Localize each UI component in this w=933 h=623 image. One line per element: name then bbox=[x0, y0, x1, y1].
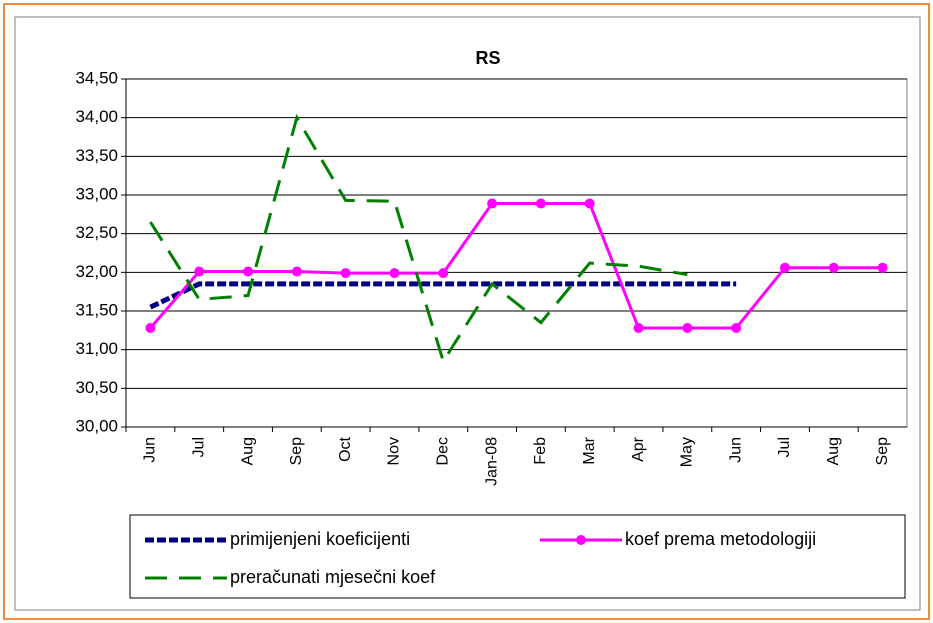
point bbox=[291, 266, 302, 277]
x-tick-label: Aug bbox=[239, 437, 256, 465]
series-line bbox=[149, 281, 737, 310]
x-tick-label: May bbox=[679, 437, 696, 467]
point bbox=[438, 268, 449, 279]
x-tick-label: Jan-08 bbox=[483, 437, 500, 486]
x-tick-label: Dec bbox=[435, 437, 452, 465]
point bbox=[731, 323, 742, 334]
legend-label: koef prema metodologiji bbox=[625, 529, 816, 549]
y-tick-label: 31,50 bbox=[75, 300, 118, 319]
series-line bbox=[149, 113, 688, 365]
x-tick-label: Sep bbox=[874, 437, 891, 466]
plot-area bbox=[125, 78, 908, 428]
x-tick-label: Apr bbox=[630, 436, 647, 462]
point bbox=[487, 198, 498, 209]
x-tick-label: Nov bbox=[386, 437, 403, 465]
y-tick-label: 32,00 bbox=[75, 262, 118, 281]
x-tick-label: Mar bbox=[581, 436, 598, 464]
point bbox=[633, 323, 644, 334]
chart-title: RS bbox=[475, 48, 500, 68]
x-tick-label: Feb bbox=[532, 437, 549, 465]
x-tick-label: Aug bbox=[825, 437, 842, 465]
y-tick-label: 33,50 bbox=[75, 146, 118, 165]
series-line bbox=[149, 202, 883, 330]
legend-label: preračunati mjesečni koef bbox=[230, 567, 436, 587]
y-tick-label: 32,50 bbox=[75, 223, 118, 242]
point bbox=[682, 323, 693, 334]
x-tick-label: Jun bbox=[727, 437, 744, 463]
point bbox=[194, 266, 205, 277]
y-tick-label: 33,00 bbox=[75, 184, 118, 203]
point bbox=[389, 268, 400, 279]
point bbox=[243, 266, 254, 277]
point bbox=[584, 198, 595, 209]
legend-label: primijenjeni koeficijenti bbox=[230, 529, 410, 549]
y-tick-label: 34,00 bbox=[75, 107, 118, 126]
legend-marker bbox=[576, 535, 586, 545]
x-tick-label: Jul bbox=[776, 437, 793, 457]
y-tick-label: 31,00 bbox=[75, 339, 118, 358]
point bbox=[828, 262, 839, 273]
x-tick-label: Sep bbox=[288, 437, 305, 466]
y-tick-label: 30,50 bbox=[75, 378, 118, 397]
legend-box bbox=[129, 514, 906, 599]
y-tick-label: 30,00 bbox=[75, 416, 118, 435]
point bbox=[535, 198, 546, 209]
x-tick-label: Jun bbox=[142, 437, 159, 463]
point bbox=[145, 323, 156, 334]
point bbox=[779, 262, 790, 273]
x-tick-label: Oct bbox=[337, 436, 354, 461]
point bbox=[877, 262, 888, 273]
y-tick-label: 34,50 bbox=[75, 68, 118, 87]
x-tick-label: Jul bbox=[190, 437, 207, 457]
point bbox=[340, 268, 351, 279]
